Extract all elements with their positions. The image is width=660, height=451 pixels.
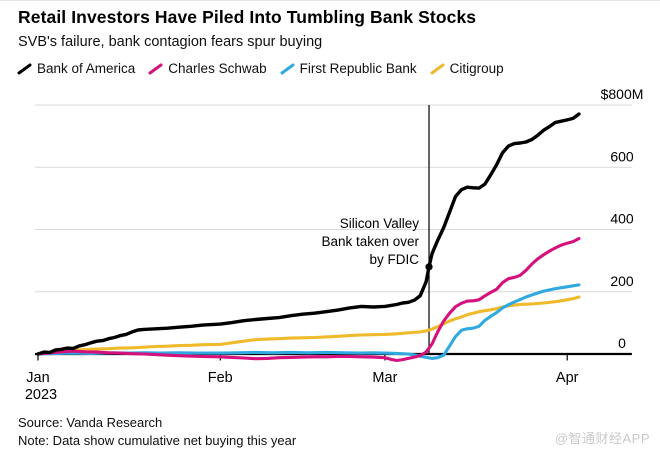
- y-tick-label: $800M: [601, 86, 644, 102]
- event-marker-dot: [425, 263, 433, 271]
- line-marker-icon: [280, 63, 295, 74]
- series-line-citigroup: [36, 295, 581, 356]
- x-tick-label: Feb: [208, 370, 233, 386]
- x-tick-label: Jan: [26, 370, 49, 386]
- y-tick-label: 400: [610, 211, 634, 227]
- legend-item-charles-schwab: Charles Schwab: [148, 61, 267, 76]
- chart-title: Retail Investors Have Piled Into Tumblin…: [18, 7, 477, 27]
- x-tick-sublabel: 2023: [25, 387, 57, 403]
- y-tick-label: 600: [610, 148, 634, 164]
- legend-label: Charles Schwab: [168, 61, 267, 76]
- series-line-first-republic-bank: [36, 283, 581, 360]
- legend-item-bank-of-america: Bank of America: [17, 61, 135, 76]
- chart-subtitle: SVB's failure, bank contagion fears spur…: [18, 34, 323, 50]
- annotation-text: by FDIC: [370, 252, 420, 267]
- data-note: Note: Data show cumulative net buying th…: [18, 432, 297, 448]
- line-marker-icon: [430, 63, 445, 74]
- y-tick-label: 200: [610, 273, 634, 289]
- legend-item-citigroup: Citigroup: [430, 61, 504, 76]
- source-note: Source: Vanda Research: [18, 415, 163, 430]
- y-tick-label: 0: [618, 335, 626, 351]
- series-line-bank-of-america: [36, 112, 581, 356]
- series-line-charles-schwab: [36, 236, 581, 363]
- watermark: @智通财经APP: [554, 431, 650, 446]
- x-tick-label: Mar: [372, 370, 397, 386]
- legend-item-first-republic-bank: First Republic Bank: [280, 61, 417, 76]
- legend-label: Bank of America: [37, 61, 136, 76]
- legend: Bank of America Charles Schwab First Rep…: [17, 61, 504, 76]
- legend-label: First Republic Bank: [299, 61, 417, 76]
- line-marker-icon: [17, 63, 32, 74]
- annotation-text: Silicon Valley: [340, 216, 420, 231]
- line-marker-icon: [148, 63, 163, 74]
- x-tick-label: Apr: [556, 370, 579, 386]
- legend-label: Citigroup: [449, 61, 504, 76]
- annotation-text: Bank taken over: [321, 234, 419, 249]
- chart-footer: Source: Vanda Research Note: Data show c…: [18, 414, 296, 449]
